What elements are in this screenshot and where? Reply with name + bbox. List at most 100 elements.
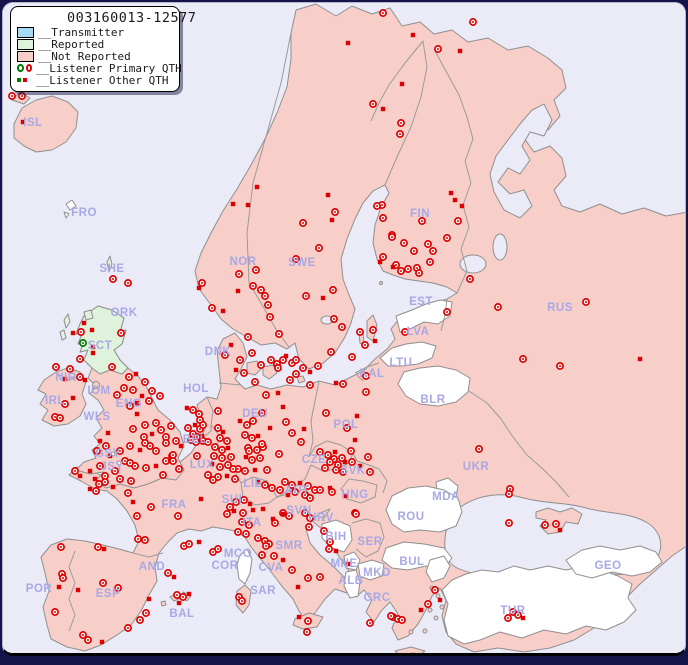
listener-other-qth-marker <box>105 430 111 436</box>
listener-primary-qth-marker <box>329 286 337 294</box>
listener-primary-qth-marker <box>327 348 335 356</box>
listener-primary-qth-marker <box>234 528 242 536</box>
listener-other-qth-marker <box>283 353 289 359</box>
listener-other-qth-marker <box>354 413 360 419</box>
listener-primary-qth-marker <box>299 364 307 372</box>
listener-primary-qth-marker <box>369 326 377 334</box>
listener-primary-qth-marker <box>76 355 84 363</box>
listener-primary-qth-marker <box>241 467 249 475</box>
listener-primary-qth-marker <box>126 402 134 410</box>
listener-primary-qth-marker <box>388 233 396 241</box>
listener-primary-qth-marker <box>129 425 137 433</box>
listener-other-qth-marker <box>70 395 76 401</box>
country-label-fin: FIN <box>410 208 430 220</box>
listener-primary-qth-marker <box>331 208 339 216</box>
listener-primary-qth-marker <box>224 461 232 469</box>
listener-other-qth-marker <box>230 201 236 207</box>
listener-primary-qth-marker <box>348 353 356 361</box>
country-label-mkd: MKD <box>363 567 391 579</box>
listener-other-qth-marker <box>437 597 443 603</box>
listener-other-qth-marker <box>342 459 348 465</box>
listener-other-qth-marker <box>196 539 202 545</box>
listener-other-qth-marker <box>133 371 139 377</box>
listener-other-qth-marker <box>267 425 273 431</box>
listener-markers-layer <box>8 9 643 653</box>
country-label-she: SHE <box>99 263 124 275</box>
listener-other-symbol <box>17 78 32 82</box>
listener-primary-qth-marker <box>214 407 222 415</box>
listener-primary-qth-marker <box>338 323 346 331</box>
listener-primary-qth-marker <box>211 443 219 451</box>
listener-primary-qth-marker <box>253 446 261 454</box>
legend-row-transmitter: __Transmitter <box>17 26 179 39</box>
not-reported-swatch <box>17 50 34 62</box>
listener-primary-qth-marker <box>306 381 314 389</box>
listener-other-qth-marker <box>243 454 249 460</box>
listener-primary-qth-marker <box>494 303 502 311</box>
listener-primary-qth-marker <box>248 456 256 464</box>
listener-primary-qth-marker <box>113 391 121 399</box>
listener-other-qth-marker <box>87 468 93 474</box>
country-label-hng: HNG <box>341 489 368 501</box>
listener-primary-qth-marker <box>322 409 330 417</box>
green-square-icon <box>17 78 21 82</box>
legend-label: __Reported <box>38 37 105 51</box>
listener-primary-qth-marker <box>216 463 224 471</box>
listener-primary-qth-marker <box>229 465 237 473</box>
listener-other-qth-marker <box>452 197 458 203</box>
island-bornholm <box>296 375 306 384</box>
listener-primary-qth-marker <box>364 453 372 461</box>
listener-primary-qth-marker <box>125 373 133 381</box>
listener-primary-qth-marker <box>208 304 216 312</box>
listener-primary-qth-marker <box>315 244 323 252</box>
listener-primary-qth-marker <box>56 414 64 422</box>
listener-primary-qth-marker <box>232 498 240 506</box>
listener-primary-qth-marker <box>325 545 333 553</box>
listener-other-qth-marker <box>235 288 241 294</box>
country-label-hol: HOL <box>183 383 209 395</box>
listener-primary-qth-marker <box>366 468 374 476</box>
listener-primary-qth-marker <box>541 521 549 529</box>
listener-primary-qth-marker <box>443 234 451 242</box>
listener-primary-qth-marker <box>57 543 65 551</box>
listener-primary-qth-marker <box>268 484 276 492</box>
listener-primary-qth-marker <box>339 468 347 476</box>
country-label-aut: AUT <box>284 485 309 497</box>
country-label-geo: GEO <box>594 560 621 572</box>
listener-primary-qth-marker <box>245 447 253 455</box>
listener-primary-qth-marker <box>306 514 314 522</box>
listener-other-qth-marker <box>77 473 83 479</box>
listener-primary-qth-marker <box>175 465 183 473</box>
listener-other-qth-marker <box>90 344 96 350</box>
listener-primary-qth-marker <box>301 509 309 517</box>
listener-other-qth-marker <box>134 400 140 406</box>
listener-primary-qth-marker <box>111 467 119 475</box>
listener-primary-qth-marker <box>133 512 141 520</box>
listener-primary-qth-marker <box>214 424 222 432</box>
listener-other-qth-marker <box>280 404 286 410</box>
legend-row-listener-primary: __Listener Primary QTH <box>17 62 182 75</box>
listener-other-qth-marker <box>81 320 87 326</box>
listener-primary-qth-marker <box>288 566 296 574</box>
listener-other-qth-marker <box>297 480 303 486</box>
listener-other-qth-marker <box>110 484 116 490</box>
listener-other-qth-marker <box>89 327 95 333</box>
listener-primary-qth-marker <box>71 467 79 475</box>
listener-other-qth-marker <box>171 574 177 580</box>
listener-other-qth-marker <box>352 437 358 443</box>
listener-primary-qth-marker <box>443 308 451 316</box>
listener-primary-qth-marker <box>275 450 283 458</box>
legend-box: 003160013-12577 __Transmitter __Reported… <box>10 6 196 92</box>
listener-other-qth-marker <box>247 501 253 507</box>
listener-primary-qth-marker <box>514 611 522 619</box>
lake-onega <box>492 233 508 261</box>
reported-swatch <box>17 38 34 50</box>
listener-primary-qth-marker <box>397 267 405 275</box>
country-label-dnk: DNK <box>205 346 232 358</box>
listener-primary-qth-marker <box>454 217 462 225</box>
listener-primary-qth-marker <box>124 489 132 497</box>
listener-primary-qth-marker <box>185 540 193 548</box>
listener-other-qth-marker <box>186 591 192 597</box>
listener-primary-qth-marker <box>326 458 334 466</box>
